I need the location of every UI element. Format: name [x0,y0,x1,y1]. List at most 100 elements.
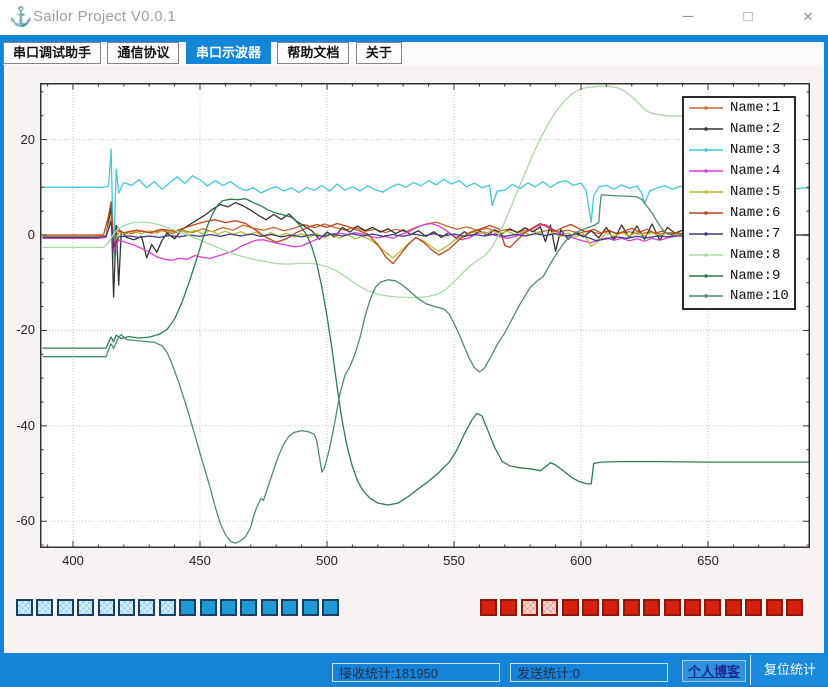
send-stats: 发送统计:0 [510,663,668,682]
series-line-2 [42,201,810,298]
series-line-3 [42,148,810,260]
red-channel-toggle-12[interactable] [704,599,722,616]
title-bar: ⚓ Sailor Project V0.0.1 ─ □ × [0,0,828,35]
close-button[interactable]: × [803,7,813,26]
accent-strip [0,35,828,42]
tab-help-document[interactable]: 帮助文档 [277,42,350,64]
blue-channel-toggle-2[interactable] [36,599,54,616]
blue-channel-toggle-1[interactable] [16,599,33,616]
legend-swatch-icon [689,252,723,257]
tab-serial-oscilloscope[interactable]: 串口示波器 [185,42,271,64]
red-channel-toggle-1[interactable] [480,599,497,616]
red-channel-toggle-14[interactable] [745,599,763,616]
red-channel-toggle-13[interactable] [724,599,742,616]
series-line-9 [42,198,810,506]
blue-channel-toggle-10[interactable] [199,599,217,616]
x-tick-label: 450 [189,553,211,568]
legend-swatch-icon [689,190,723,194]
tab-serial-debug-assistant[interactable]: 串口调试助手 [3,42,102,64]
legend-item: Name:5 [684,182,794,203]
x-tick-label: 550 [443,553,465,568]
blue-channel-toggle-15[interactable] [301,599,319,616]
personal-blog-link[interactable]: 个人博客 [682,660,746,682]
red-channel-toggle-11[interactable] [684,599,701,616]
legend-item: Name:7 [684,223,794,244]
legend-item: Name:9 [684,265,794,286]
red-channel-toggle-2[interactable] [500,599,518,616]
legend-label: Name:8 [730,246,781,263]
y-tick-label: -20 [16,322,35,338]
blue-channel-toggle-16[interactable] [322,599,339,616]
window-title: Sailor Project V0.0.1 [33,8,177,25]
blue-channel-toggle-5[interactable] [97,599,115,616]
y-tick-label: 0 [27,227,35,242]
blue-channel-toggle-14[interactable] [281,599,299,616]
tab-about[interactable]: 关于 [355,42,402,64]
red-channel-toggle-4[interactable] [541,599,559,616]
blue-channel-toggle-12[interactable] [240,599,258,616]
red-channel-toggle-7[interactable] [602,599,620,616]
red-channel-toggle-16[interactable] [786,599,803,616]
legend-swatch-icon [689,127,723,132]
legend-item: Name:6 [684,202,794,223]
legend-swatch-icon [689,273,723,278]
blue-channel-toggle-3[interactable] [56,599,74,616]
legend-label: Name:4 [730,163,781,180]
blue-channel-toggle-4[interactable] [77,599,95,616]
blue-channel-toggle-7[interactable] [138,599,156,616]
legend-item: Name:1 [684,98,794,119]
status-bar: 接收统计:181950 发送统计:0 个人博客 复位统计 [0,653,828,687]
legend-label: Name:1 [730,100,781,117]
legend-label: Name:10 [730,288,789,305]
red-channel-toggle-9[interactable] [643,599,661,616]
tab-communication-protocol[interactable]: 通信协议 [107,42,180,64]
legend-swatch-icon [689,211,723,215]
maximize-button[interactable]: □ [743,8,753,25]
legend-item: Name:8 [684,244,794,265]
minimize-button[interactable]: ─ [682,8,694,25]
window-frame-left [0,42,4,653]
legend-swatch-icon [689,169,723,173]
x-tick-label: 500 [316,553,338,568]
red-channel-toggle-3[interactable] [520,599,538,616]
blue-channel-toggle-13[interactable] [260,599,278,616]
y-tick-label: 20 [20,131,35,147]
y-tick-label: -60 [16,513,35,529]
red-channel-toggle-15[interactable] [765,599,783,616]
legend-label: Name:7 [730,225,781,242]
series-line-7 [42,220,810,249]
anchor-icon: ⚓ [9,7,33,28]
legend-item: Name:10 [684,286,794,307]
blue-channel-toggle-8[interactable] [158,599,176,616]
red-channel-toggle-10[interactable] [663,599,681,616]
legend-label: Name:2 [730,121,781,138]
receive-stats: 接收统计:181950 [332,663,500,682]
blue-channel-toggle-9[interactable] [179,599,197,616]
legend-label: Name:6 [730,204,781,221]
legend-item: Name:4 [684,161,794,182]
series-line-10 [42,194,810,544]
legend-swatch-icon [689,148,723,153]
red-channel-toggle-6[interactable] [582,599,599,616]
legend-label: Name:3 [730,142,781,159]
red-channel-toggle-5[interactable] [561,599,579,616]
series-line-6 [42,200,810,265]
legend-swatch-icon [689,231,723,236]
red-channel-toggle-8[interactable] [622,599,640,616]
blue-channel-toggle-6[interactable] [118,599,135,616]
reset-stats-button[interactable]: 复位统计 [750,655,828,685]
legend-item: Name:2 [684,119,794,140]
legend-item: Name:3 [684,140,794,161]
x-tick-label: 400 [62,553,84,568]
series-line-8 [42,85,686,299]
blue-channel-toggle-11[interactable] [220,599,237,616]
legend-swatch-icon [689,294,723,299]
tab-bar: 串口调试助手 通信协议 串口示波器 帮助文档 关于 [3,42,823,65]
x-tick-label: 650 [697,553,719,568]
legend-label: Name:5 [730,184,781,200]
oscilloscope-plot-area [40,83,810,548]
x-tick-label: 600 [570,553,592,568]
chart-legend: Name:1 Name:2 Name:3 Name:4 Name:5 Name:6 Name… [682,96,796,310]
window-frame-right [824,42,828,653]
